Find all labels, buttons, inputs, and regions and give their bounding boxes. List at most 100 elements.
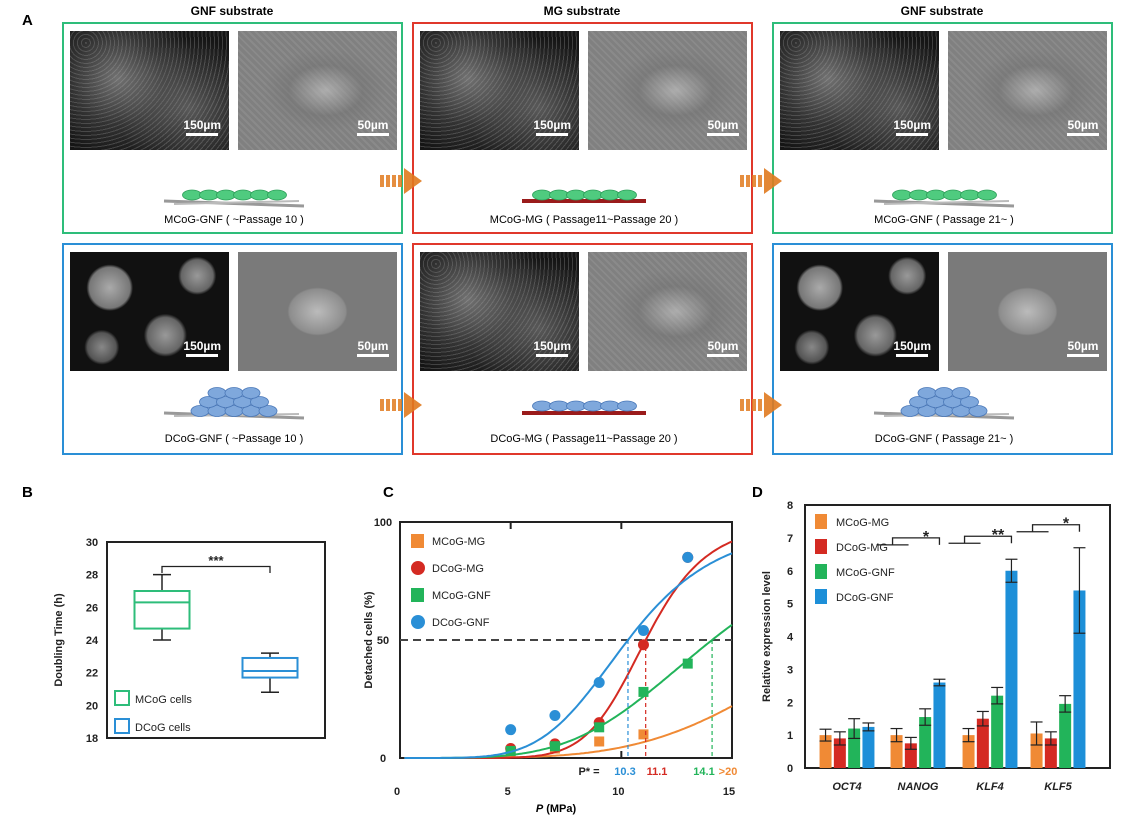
scale-bar: 50µm [1067,339,1099,357]
cell-schematic [163,189,305,208]
y-tick-label: 26 [86,602,98,614]
box-dcog-cells [241,652,299,694]
legend-label: DCoG cells [135,722,191,734]
scale-bar: 150µm [893,118,931,136]
y-axis-label: Doubling Time (h) [53,593,65,687]
arrow-stripe [392,399,396,411]
y-tick-label: 24 [86,635,99,647]
scale-label: 150µm [533,339,571,353]
scale-bar: 150µm [183,339,221,357]
arrow-icon [740,392,782,418]
micrograph-image: 150µm [70,31,229,150]
condition-frame: 150µm 50µm MCoG-GNF ( ~Passage 10 ) [62,22,403,234]
column-title: GNF substrate [900,4,984,18]
sem-image: 50µm [948,252,1107,371]
condition-caption: MCoG-GNF ( Passage 21~ ) [874,214,1014,226]
micrograph-image: 150µm [70,252,229,371]
arrow-stripe [386,399,390,411]
scale-label: 50µm [707,339,739,353]
scale-bar-line [186,133,219,136]
condition-caption: DCoG-GNF ( Passage 21~ ) [874,433,1014,445]
arrow-stripe [398,399,402,411]
arrow-stripe [380,399,384,411]
arrow-icon [380,168,422,194]
arrow-head [764,168,782,194]
scale-label: 50µm [1067,118,1099,132]
scale-bar: 50µm [357,339,389,357]
micrograph-image: 150µm [420,31,579,150]
panel-d-label: D [752,484,763,501]
significance-bracket [161,565,271,574]
cell [258,405,278,417]
arrow-stripe [746,175,750,187]
cell [951,387,971,399]
scale-bar-line [536,133,569,136]
cell [960,396,979,408]
mg-substrate [522,199,646,203]
scale-bar: 150µm [533,339,571,357]
arrow-stripe [752,399,756,411]
column-title: MG substrate [543,4,621,18]
scale-bar-line [896,354,929,357]
sem-image: 50µm [588,252,747,371]
condition-frame: 150µm 50µm MCoG-MG ( Passage11~Passage 20 … [412,22,753,234]
scale-bar: 50µm [1067,118,1099,136]
condition-frame: 150µm 50µm DCoG-MG ( Passage11~Passage 20 … [412,243,753,455]
box-mcog-cells [133,573,191,641]
scale-bar-line [1067,133,1099,136]
cell-schematic [873,189,1015,208]
cell [617,189,637,201]
cell [968,405,988,417]
arrow-stripe [758,175,762,187]
arrow-stripe [752,175,756,187]
scale-bar-line [896,133,929,136]
micrograph-image: 150µm [780,31,939,150]
cell-schematic [873,387,1015,420]
scale-bar-line [536,354,569,357]
scale-label: 50µm [1067,339,1099,353]
arrow-head [764,392,782,418]
sem-image: 50µm [238,31,397,150]
arrow-icon [380,392,422,418]
column-title: GNF substrate [190,4,274,18]
gnf-fibers [173,200,300,205]
panel-b-label: B [22,484,33,501]
panel-c-label: C [383,484,394,501]
y-tick-label: 22 [86,668,98,680]
y-tick-label: 20 [86,700,98,712]
scale-bar-line [1067,354,1099,357]
micrograph-image: 150µm [780,252,939,371]
scale-label: 150µm [533,118,571,132]
legend-label: MCoG cells [135,694,192,706]
scale-label: 50µm [357,339,389,353]
legend-swatch [114,690,130,706]
scale-label: 50µm [357,118,389,132]
box [133,590,191,630]
scale-bar-line [357,354,389,357]
cell [241,387,261,399]
arrow-stripe [392,175,396,187]
scale-label: 50µm [707,118,739,132]
y-tick-label: 28 [86,570,98,582]
cell-schematic [163,387,305,420]
scale-label: 150µm [893,118,931,132]
condition-caption: MCoG-GNF ( ~Passage 10 ) [164,214,304,226]
scale-bar-line [357,133,389,136]
condition-frame: 150µm 50µm MCoG-GNF ( Passage 21~ ) [772,22,1113,234]
scale-bar-line [707,354,739,357]
legend-swatch [114,718,130,734]
sem-image: 50µm [238,252,397,371]
arrow-stripe [380,175,384,187]
scale-bar-line [186,354,219,357]
cell-schematic [522,400,646,415]
arrow-head [404,168,422,194]
cell [250,396,269,408]
scale-bar: 50µm [707,339,739,357]
cell-schematic [522,189,646,203]
significance-mark: *** [208,553,224,568]
condition-caption: DCoG-MG ( Passage11~Passage 20 ) [490,433,678,445]
plot-frame [106,541,326,739]
scale-label: 150µm [183,118,221,132]
arrow-icon [740,168,782,194]
